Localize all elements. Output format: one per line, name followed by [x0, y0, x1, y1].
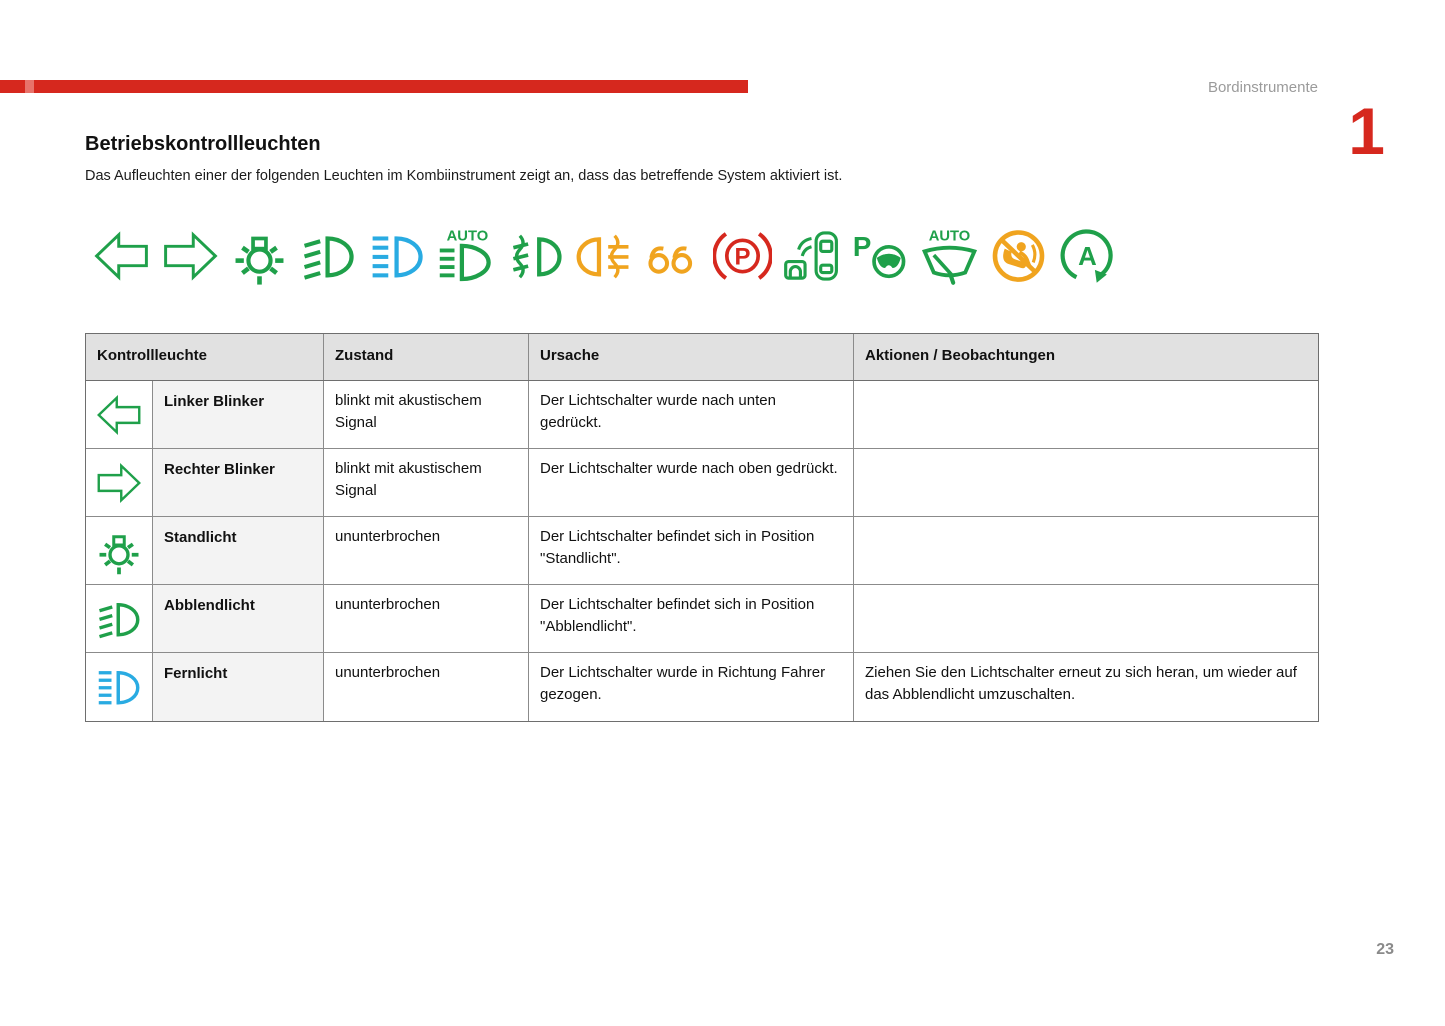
left-turn-indicator-icon — [86, 381, 153, 448]
zustand-cell: ununterbrochen — [324, 517, 529, 584]
col-header-ursache: Ursache — [529, 334, 854, 380]
right-turn-indicator-icon — [161, 224, 220, 288]
indicator-table: Kontrollleuchte Zustand Ursache Aktionen… — [85, 333, 1319, 722]
auto-wiper-icon — [920, 224, 979, 288]
indicator-strip — [92, 224, 1117, 288]
rear-fog-light-icon — [575, 224, 634, 288]
table-row: Abblendlicht ununterbrochen Der Lichtschal… — [86, 585, 1318, 653]
header-accent-bar — [0, 80, 748, 93]
table-row: Linker Blinker blinkt mit akustischem Sig… — [86, 381, 1318, 449]
aktionen-cell — [854, 381, 1318, 448]
table-row: Rechter Blinker blinkt mit akustischem Si… — [86, 449, 1318, 517]
zustand-cell: ununterbrochen — [324, 585, 529, 652]
left-turn-indicator-icon — [92, 224, 151, 288]
low-beam-icon — [299, 224, 358, 288]
indicator-table-body: Linker Blinker blinkt mit akustischem Sig… — [86, 381, 1318, 721]
indicator-label: Abblendlicht — [153, 585, 324, 652]
indicator-label: Rechter Blinker — [153, 449, 324, 516]
passenger-airbag-off-icon — [989, 224, 1048, 288]
ursache-cell: Der Lichtschalter wurde in Richtung Fahr… — [529, 653, 854, 721]
ursache-cell: Der Lichtschalter wurde nach unten gedrü… — [529, 381, 854, 448]
front-fog-light-icon — [506, 224, 565, 288]
indicator-label: Standlicht — [153, 517, 324, 584]
col-header-aktionen: Aktionen / Beobachtungen — [865, 347, 1056, 364]
ursache-cell: Der Lichtschalter wurde nach oben gedrüc… — [529, 449, 854, 516]
stop-start-icon — [1058, 224, 1117, 288]
chapter-header-label: Bordinstrumente — [1207, 79, 1318, 96]
aktionen-cell — [854, 585, 1318, 652]
high-beam-icon — [368, 224, 427, 288]
indicator-label: Linker Blinker — [153, 381, 324, 448]
page-number: 23 — [1376, 941, 1394, 958]
glow-plug-icon — [644, 224, 703, 288]
table-header-row: Kontrollleuchte Zustand Ursache Aktionen… — [86, 334, 1318, 381]
high-beam-icon — [86, 653, 153, 721]
indicator-label: Fernlicht — [153, 653, 324, 721]
table-row: Fernlicht ununterbrochen Der Lichtschalter… — [86, 653, 1318, 721]
chapter-number: 1 — [1348, 94, 1385, 168]
right-turn-indicator-icon — [86, 449, 153, 516]
col-header-kontrollleuchte: Kontrollleuchte — [86, 334, 324, 380]
page-title: Betriebskontrollleuchten — [85, 133, 321, 155]
zustand-cell: blinkt mit akustischem Signal — [324, 381, 529, 448]
col-header-zustand: Zustand — [324, 334, 529, 380]
page-intro: Das Aufleuchten einer der folgenden Leuc… — [85, 168, 843, 184]
auto-headlight-icon — [437, 224, 496, 288]
park-assist-icon — [782, 224, 841, 288]
header-accent-bar-notch — [25, 80, 34, 93]
park-steering-assist-icon — [851, 224, 910, 288]
ursache-cell: Der Lichtschalter befindet sich in Posit… — [529, 517, 854, 584]
aktionen-cell — [854, 517, 1318, 584]
low-beam-icon — [86, 585, 153, 652]
zustand-cell: blinkt mit akustischem Signal — [324, 449, 529, 516]
parking-brake-icon — [713, 224, 772, 288]
aktionen-cell — [854, 449, 1318, 516]
parking-light-icon — [230, 224, 289, 288]
aktionen-cell: Ziehen Sie den Lichtschalter erneut zu s… — [865, 664, 1297, 703]
table-row: Standlicht ununterbrochen Der Lichtschalte… — [86, 517, 1318, 585]
parking-light-icon — [86, 517, 153, 584]
ursache-cell: Der Lichtschalter befindet sich in Posit… — [529, 585, 854, 652]
zustand-cell: ununterbrochen — [324, 653, 529, 721]
